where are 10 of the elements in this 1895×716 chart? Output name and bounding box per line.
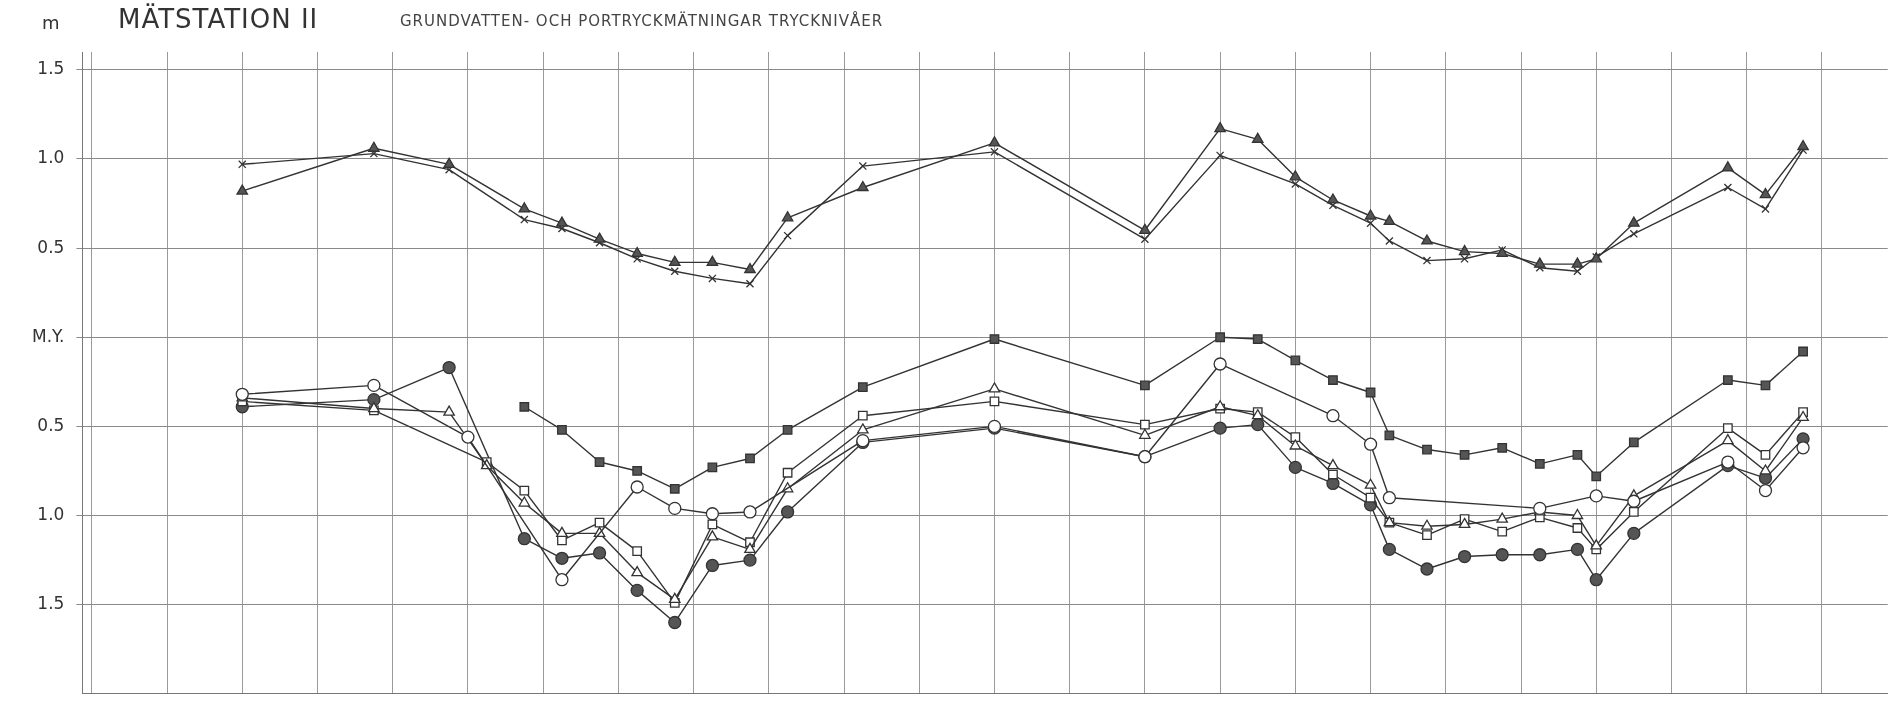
y-tick-label: M.Y.: [31, 325, 65, 346]
chart-subtitle: GRUNDVATTEN- OCH PORTRYCKMÄTNINGAR TRYCKNIVÅER: [400, 12, 884, 30]
y-tick-label: 1.5: [37, 58, 65, 79]
y-tick-label: 0.5: [37, 414, 65, 435]
y-axis-title: m: [42, 12, 60, 33]
y-tick-label: 1.0: [37, 147, 65, 168]
y-tick-label: 1.0: [37, 503, 65, 524]
chart-title: MÄTSTATION II: [118, 4, 319, 34]
y-tick-label: 0.5: [37, 236, 65, 257]
y-tick-label: 1.5: [37, 593, 65, 614]
